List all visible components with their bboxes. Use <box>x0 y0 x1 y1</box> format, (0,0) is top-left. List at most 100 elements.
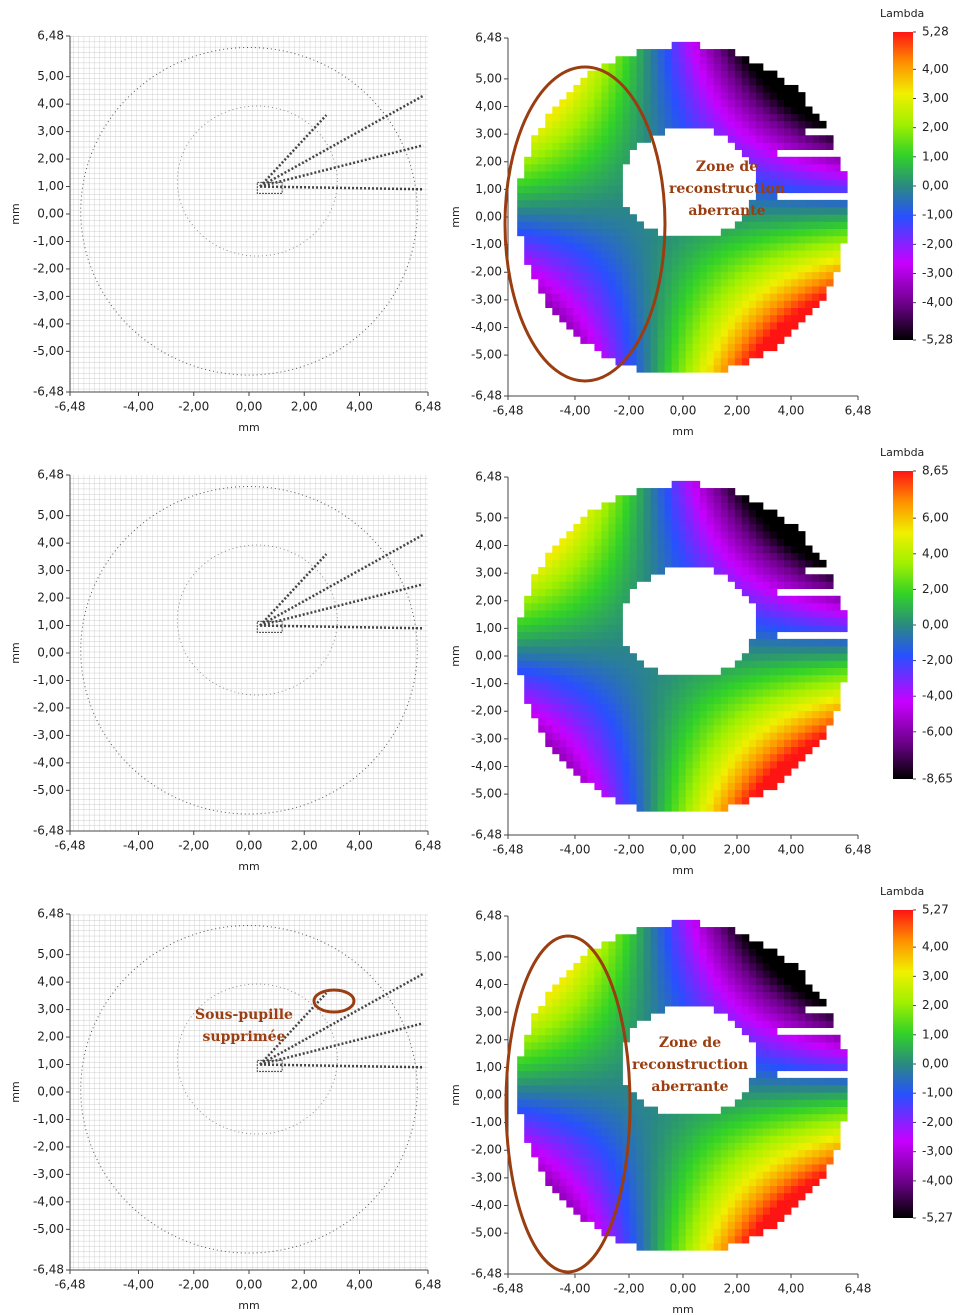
heatmap-cell <box>741 509 750 518</box>
heatmap-cell <box>805 235 813 244</box>
heatmap-cell <box>608 336 616 344</box>
heatmap-cell <box>769 624 778 633</box>
heatmap-cell <box>664 804 673 812</box>
heatmap-cell <box>650 1178 659 1187</box>
heatmap-cell <box>657 1135 666 1143</box>
heatmap-cell <box>727 970 736 978</box>
heatmap-cell <box>657 495 666 503</box>
heatmap-cell <box>580 710 588 719</box>
heatmap-cell <box>812 185 820 194</box>
heatmap-cell <box>636 567 644 575</box>
heatmap-cell <box>713 1128 722 1136</box>
heatmap-cell <box>545 1156 553 1165</box>
heatmap-cell <box>706 307 715 316</box>
heatmap-cell <box>643 559 651 568</box>
heatmap-cell <box>741 977 750 985</box>
heatmap-cell <box>805 739 813 748</box>
heatmap-cell <box>650 1199 659 1208</box>
heatmap-cell <box>580 581 588 589</box>
x-axis-label: mm <box>672 864 693 877</box>
heatmap-cell <box>762 955 771 964</box>
x-tick-label: 6,48 <box>415 839 442 853</box>
heatmap-cell <box>601 689 609 697</box>
heatmap-cell <box>762 1207 771 1215</box>
heatmap-cell <box>524 207 532 215</box>
heatmap-cell <box>685 329 694 337</box>
heatmap-cell <box>769 1185 778 1194</box>
heatmap-cell <box>615 725 623 733</box>
heatmap-cell <box>636 667 644 676</box>
heatmap-cell <box>559 300 567 309</box>
pupil-hole <box>176 544 338 696</box>
heatmap-cell <box>531 1013 539 1021</box>
heatmap-cell <box>566 581 574 589</box>
heatmap-cell <box>784 689 792 697</box>
heatmap-cell <box>769 970 778 978</box>
heatmap-cell <box>769 142 778 150</box>
heatmap-cell <box>587 595 595 604</box>
heatmap-cell <box>699 357 708 366</box>
heatmap-cell <box>776 286 785 294</box>
heatmap-cell <box>685 919 694 928</box>
heatmap-cell <box>840 646 848 654</box>
heatmap-cell <box>608 717 616 726</box>
heatmap-cell <box>552 300 560 309</box>
colorbar-tick-label: -8,65 <box>922 772 953 786</box>
heatmap-cell <box>622 214 630 222</box>
heatmap-cell <box>769 257 778 265</box>
heatmap-cell <box>685 984 694 993</box>
heatmap-cell <box>559 646 567 654</box>
heatmap-cell <box>755 746 764 755</box>
heatmap-cell <box>833 1063 841 1072</box>
heatmap-cell <box>671 321 680 330</box>
y-tick-label: -3,00 <box>33 289 64 303</box>
heatmap-cell <box>608 1106 616 1115</box>
heatmap-cell <box>580 955 588 964</box>
y-tick-label: 4,00 <box>475 538 502 552</box>
heatmap-cell <box>650 84 659 93</box>
heatmap-cell <box>812 286 820 294</box>
heatmap-cell <box>699 1235 708 1244</box>
heatmap-cell <box>798 703 806 712</box>
heatmap-cell <box>784 1199 792 1208</box>
heatmap-cell <box>573 617 581 625</box>
heatmap-cell <box>608 588 616 597</box>
heatmap-cell <box>833 1099 841 1108</box>
heatmap-cell <box>559 156 567 165</box>
heatmap-cell <box>776 660 785 669</box>
heatmap-cell <box>601 638 609 647</box>
heatmap-cell <box>833 703 841 712</box>
heatmap-cell <box>594 329 602 337</box>
heatmap-cell <box>699 113 708 122</box>
heatmap-cell <box>580 1142 588 1151</box>
x-tick-label: 6,48 <box>845 843 872 857</box>
heatmap-cell <box>762 660 771 669</box>
heatmap-cell <box>713 552 722 561</box>
y-tick-label: 0,00 <box>37 1085 64 1099</box>
heatmap-cell <box>566 646 574 654</box>
heatmap-cell <box>601 602 609 611</box>
heatmap-cell <box>552 1077 560 1086</box>
heatmap-cell <box>552 199 560 208</box>
heatmap-cell <box>798 1171 806 1179</box>
heatmap-cell <box>531 1128 539 1136</box>
heatmap-cell <box>713 293 722 301</box>
heatmap-cell <box>559 178 567 186</box>
heatmap-cell <box>727 1199 736 1208</box>
heatmap-cell <box>755 955 764 964</box>
heatmap-cell <box>699 56 708 64</box>
heatmap-cell <box>805 653 813 661</box>
heatmap-cell <box>594 120 602 129</box>
heatmap-cell <box>798 552 806 561</box>
heatmap-cell <box>805 113 813 122</box>
heatmap-cell <box>734 667 743 676</box>
heatmap-cell <box>559 588 567 597</box>
heatmap-cell <box>573 1077 581 1086</box>
heatmap-cell <box>699 782 708 791</box>
heatmap-cell <box>720 1178 729 1187</box>
heatmap-cell <box>727 538 736 546</box>
heatmap-cell <box>784 696 792 704</box>
heatmap-cell <box>622 1171 630 1179</box>
heatmap-cell <box>545 120 553 129</box>
heatmap-cell <box>608 242 616 251</box>
